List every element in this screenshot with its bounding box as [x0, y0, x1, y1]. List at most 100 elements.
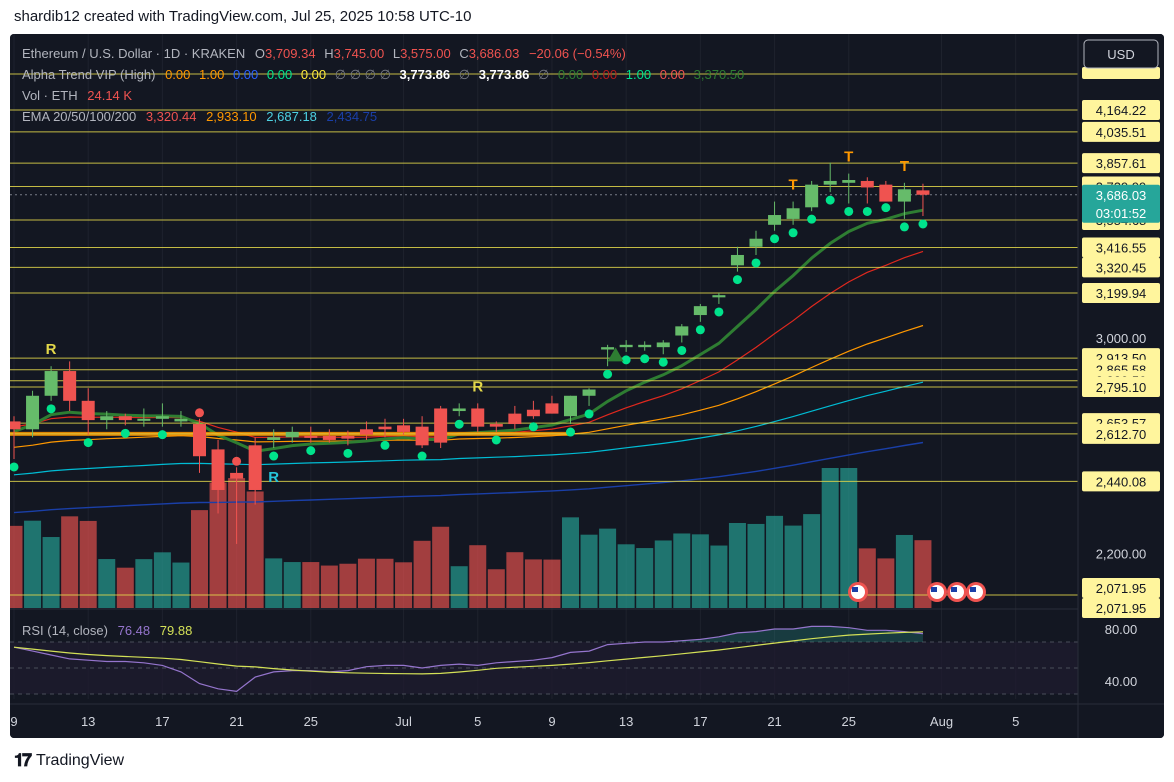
level-label-text: 2,440.08 — [1096, 474, 1147, 489]
candle-body — [137, 418, 151, 421]
volume-bar — [24, 520, 42, 608]
signal-markers: R R R T T T — [46, 149, 909, 486]
trend-dot-green — [844, 206, 854, 216]
candle-body — [359, 429, 373, 435]
volume-bar — [116, 567, 134, 608]
trend-dot-green — [46, 404, 56, 414]
time-tick: 9 — [10, 714, 17, 729]
candle-body — [823, 180, 837, 185]
level-label — [1082, 598, 1160, 618]
level-label-text: 3,416.55 — [1096, 241, 1147, 256]
trend-dot-green — [899, 222, 909, 232]
level-label — [1082, 100, 1160, 120]
chart-background — [10, 34, 1164, 738]
legend: Ethereum / U.S. Dollar · 1D · KRAKEN O3,… — [22, 46, 744, 638]
candle-body — [489, 424, 503, 427]
trend-dot-green — [83, 438, 93, 448]
buy-triangle — [607, 347, 624, 362]
level-label-text: 3,199.94 — [1096, 286, 1147, 301]
trend-dot-green — [603, 369, 613, 379]
volume-bar — [747, 523, 765, 608]
candle-body — [341, 435, 355, 439]
level-label — [1082, 283, 1160, 304]
time-tick: 9 — [548, 714, 555, 729]
candle-body — [378, 426, 392, 430]
us-flag-icon — [848, 582, 868, 602]
volume-bar — [246, 491, 264, 608]
candle-body — [768, 215, 782, 225]
volume-bar — [487, 569, 505, 608]
volume-bar — [617, 544, 635, 608]
volume-bar — [395, 562, 413, 608]
time-tick: 21 — [767, 714, 781, 729]
level-label — [1082, 121, 1160, 142]
signal-marker-t: T — [789, 177, 798, 194]
currency-label: USD — [1107, 47, 1134, 62]
volume-bar — [710, 545, 728, 608]
ema-100-line — [13, 381, 924, 476]
candle-body — [730, 254, 744, 266]
chart-caption: shardib12 created with TradingView.com, … — [14, 8, 472, 25]
time-tick: 17 — [155, 714, 169, 729]
trend-dot-green — [566, 427, 575, 437]
volume-bar — [543, 559, 561, 608]
time-tick: Jul — [395, 714, 412, 729]
volume-bar — [320, 565, 338, 608]
volume-bar — [691, 534, 709, 608]
price-axis[interactable]: 4,200.003,000.002,200.004,164.224,035.51… — [1077, 34, 1164, 738]
candle-body — [675, 326, 689, 336]
trend-dot-red — [232, 456, 242, 466]
candle-body — [601, 347, 615, 350]
currency-button[interactable]: USD — [1083, 39, 1159, 69]
trend-dot-green — [491, 435, 501, 445]
trend-dot-green — [528, 422, 538, 432]
volume-bar — [98, 559, 116, 608]
level-label-text: 3,857.61 — [1096, 156, 1147, 171]
trend-dot-green — [918, 219, 928, 229]
volume-bar — [61, 516, 79, 608]
volume-bar — [524, 559, 542, 608]
us-flag-icon — [966, 582, 986, 602]
candle-body — [916, 190, 930, 195]
volume-bar — [135, 559, 153, 608]
trend-dot-green — [862, 206, 872, 216]
time-tick: 25 — [842, 714, 856, 729]
event-flags[interactable] — [848, 582, 986, 602]
tradingview-logo-icon: 𝟏𝟕 — [14, 750, 32, 770]
candle-body — [26, 395, 40, 430]
candle-body — [842, 180, 856, 183]
volume-bar — [302, 562, 320, 608]
volume-bar — [172, 562, 190, 608]
time-tick: 13 — [619, 714, 633, 729]
candle-body — [564, 395, 577, 417]
candle-body — [10, 421, 21, 430]
candle-body — [193, 424, 206, 457]
trend-dot-green — [417, 451, 427, 461]
level-label — [1082, 578, 1160, 598]
trend-dot-green — [157, 430, 167, 440]
trend-dot-green — [807, 214, 817, 224]
candle-body — [155, 416, 169, 419]
tradingview-brand[interactable]: 𝟏𝟕 TradingView — [14, 750, 124, 771]
level-label-text: 2,071.95 — [1096, 601, 1147, 616]
volume-bar — [283, 562, 301, 608]
volume-bar — [636, 548, 654, 608]
signal-marker-r: R — [472, 378, 483, 395]
level-label — [1082, 423, 1160, 444]
volume-bar — [766, 515, 784, 608]
flag-canton — [951, 587, 957, 592]
candle-body — [44, 371, 58, 396]
trend-dot-green — [751, 258, 761, 268]
volume-bar — [357, 558, 375, 608]
volume-bar — [728, 523, 746, 608]
volume-bar — [79, 520, 97, 608]
candle-body — [452, 408, 466, 412]
candle-body — [619, 344, 633, 348]
volume-bar — [821, 468, 839, 608]
time-axis[interactable]: 9 13 17 21 25 Jul 5 9 13 17 21 25 Aug 5 — [10, 703, 1164, 729]
candle-body — [879, 184, 893, 202]
candle-body — [230, 472, 244, 479]
legend-line-2: Alpha Trend VIP (High) 0.00 1.00 0.00 0.… — [22, 67, 744, 82]
